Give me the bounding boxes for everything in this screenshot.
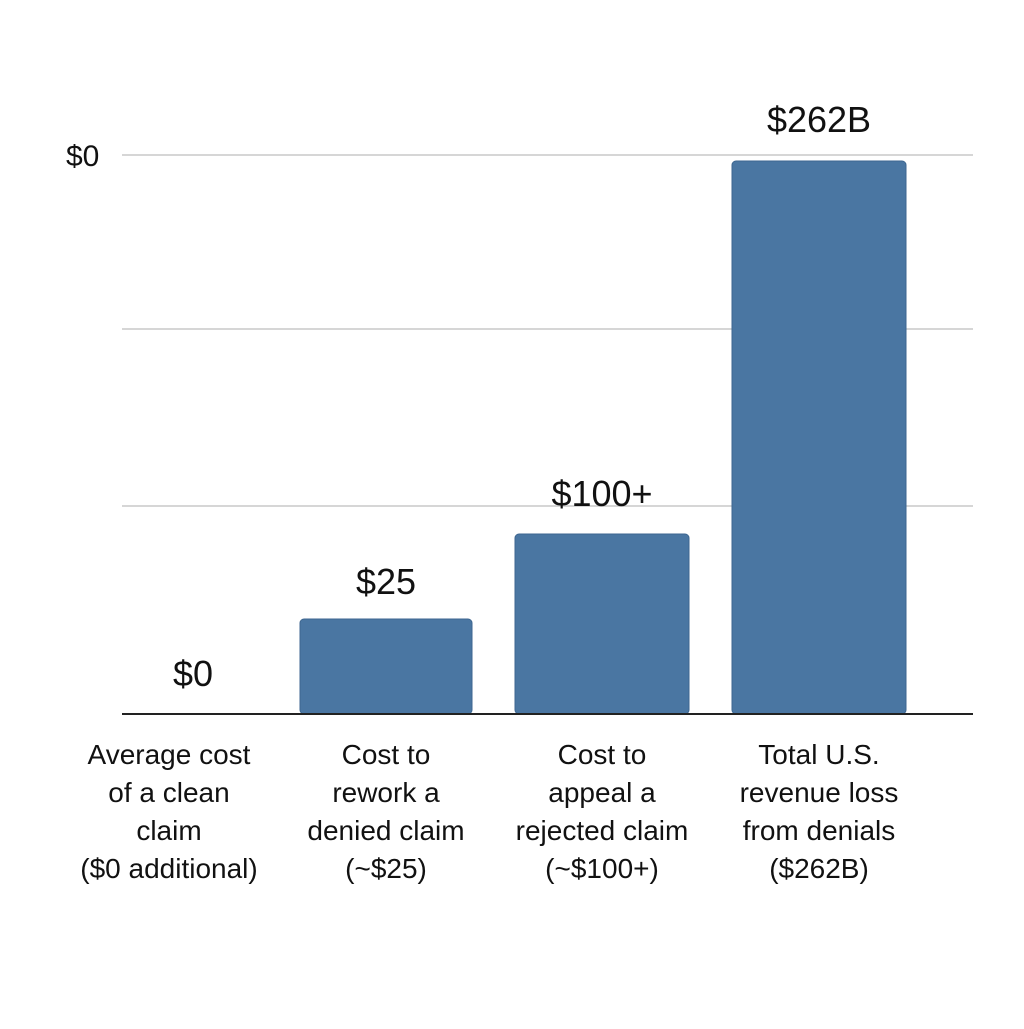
data-label: $0 [173, 653, 213, 694]
data-label: $100+ [551, 473, 652, 514]
category-label: rejected claim [516, 815, 689, 846]
category-label: denied claim [307, 815, 464, 846]
category-label: Cost to [558, 739, 647, 770]
bar-2 [514, 533, 690, 715]
category-label: Cost to [342, 739, 431, 770]
data-label: $262B [767, 99, 871, 140]
category-label: (~$100+) [545, 853, 659, 884]
category-label: claim [136, 815, 201, 846]
bar-1 [299, 618, 473, 715]
category-label: (~$25) [345, 853, 427, 884]
category-label: Average cost [88, 739, 251, 770]
bar-3 [731, 160, 907, 715]
y-tick-label: $0 [66, 140, 99, 173]
category-label: Total U.S. [758, 739, 879, 770]
category-label: from denials [743, 815, 896, 846]
category-label: ($0 additional) [80, 853, 257, 884]
category-label: revenue loss [740, 777, 899, 808]
category-label: rework a [332, 777, 440, 808]
category-label: appeal a [548, 777, 656, 808]
data-label: $25 [356, 561, 416, 602]
category-label: of a clean [108, 777, 229, 808]
category-label: ($262B) [769, 853, 869, 884]
